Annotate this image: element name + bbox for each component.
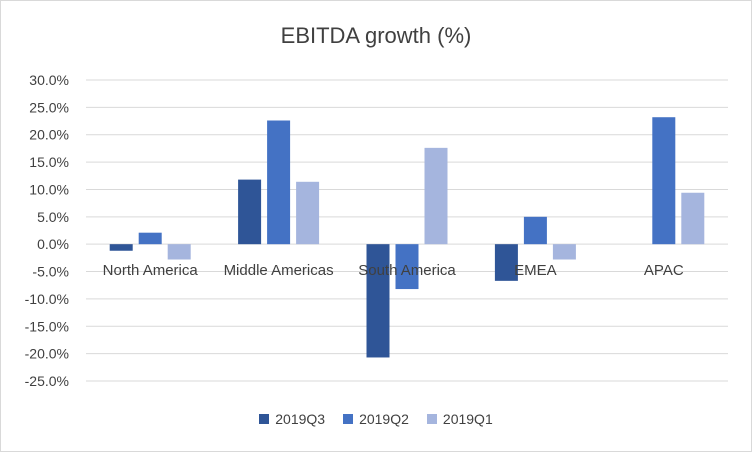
category-label: EMEA [514,262,557,279]
y-tick-label: 10.0% [29,181,69,197]
bar [681,192,705,245]
bar [167,244,191,260]
bar [366,244,390,358]
legend-label: 2019Q3 [275,411,326,427]
y-tick-label: 25.0% [29,99,69,115]
bar [395,244,419,290]
category-label: APAC [644,262,684,279]
bar [494,244,518,281]
bar [296,181,320,245]
legend-item: 2019Q3 [259,411,325,427]
bar [424,147,448,245]
y-tick-label: -15.0% [25,318,69,334]
legend-item: 2019Q1 [426,411,493,427]
y-tick-label: -10.0% [25,291,69,307]
legend-label: 2019Q1 [442,411,493,427]
bar [552,244,576,260]
legend-swatch [259,414,270,424]
y-tick-label: 20.0% [29,127,69,143]
category-label: South America [358,262,456,279]
bar [523,216,547,245]
y-tick-label: 0.0% [37,236,69,252]
legend-item: 2019Q2 [343,411,409,427]
y-tick-label: 15.0% [29,154,69,170]
bar [652,117,676,245]
bar [238,179,262,245]
bar [267,120,291,245]
legend-swatch [426,414,437,424]
bar [109,244,133,251]
y-tick-label: 30.0% [29,72,69,88]
y-tick-label: -5.0% [32,264,69,280]
chart-title: EBITDA growth (%) [280,23,472,48]
legend-swatch [343,414,354,424]
y-tick-label: 5.0% [37,209,69,225]
y-tick-label: -25.0% [25,373,69,389]
legend: 2019Q3 2019Q2 2019Q1 [1,411,751,427]
bar [138,232,162,245]
y-tick-label: -20.0% [25,346,69,362]
category-label: Middle Americas [224,262,334,279]
legend-label: 2019Q2 [359,411,409,427]
category-label: North America [103,262,199,279]
